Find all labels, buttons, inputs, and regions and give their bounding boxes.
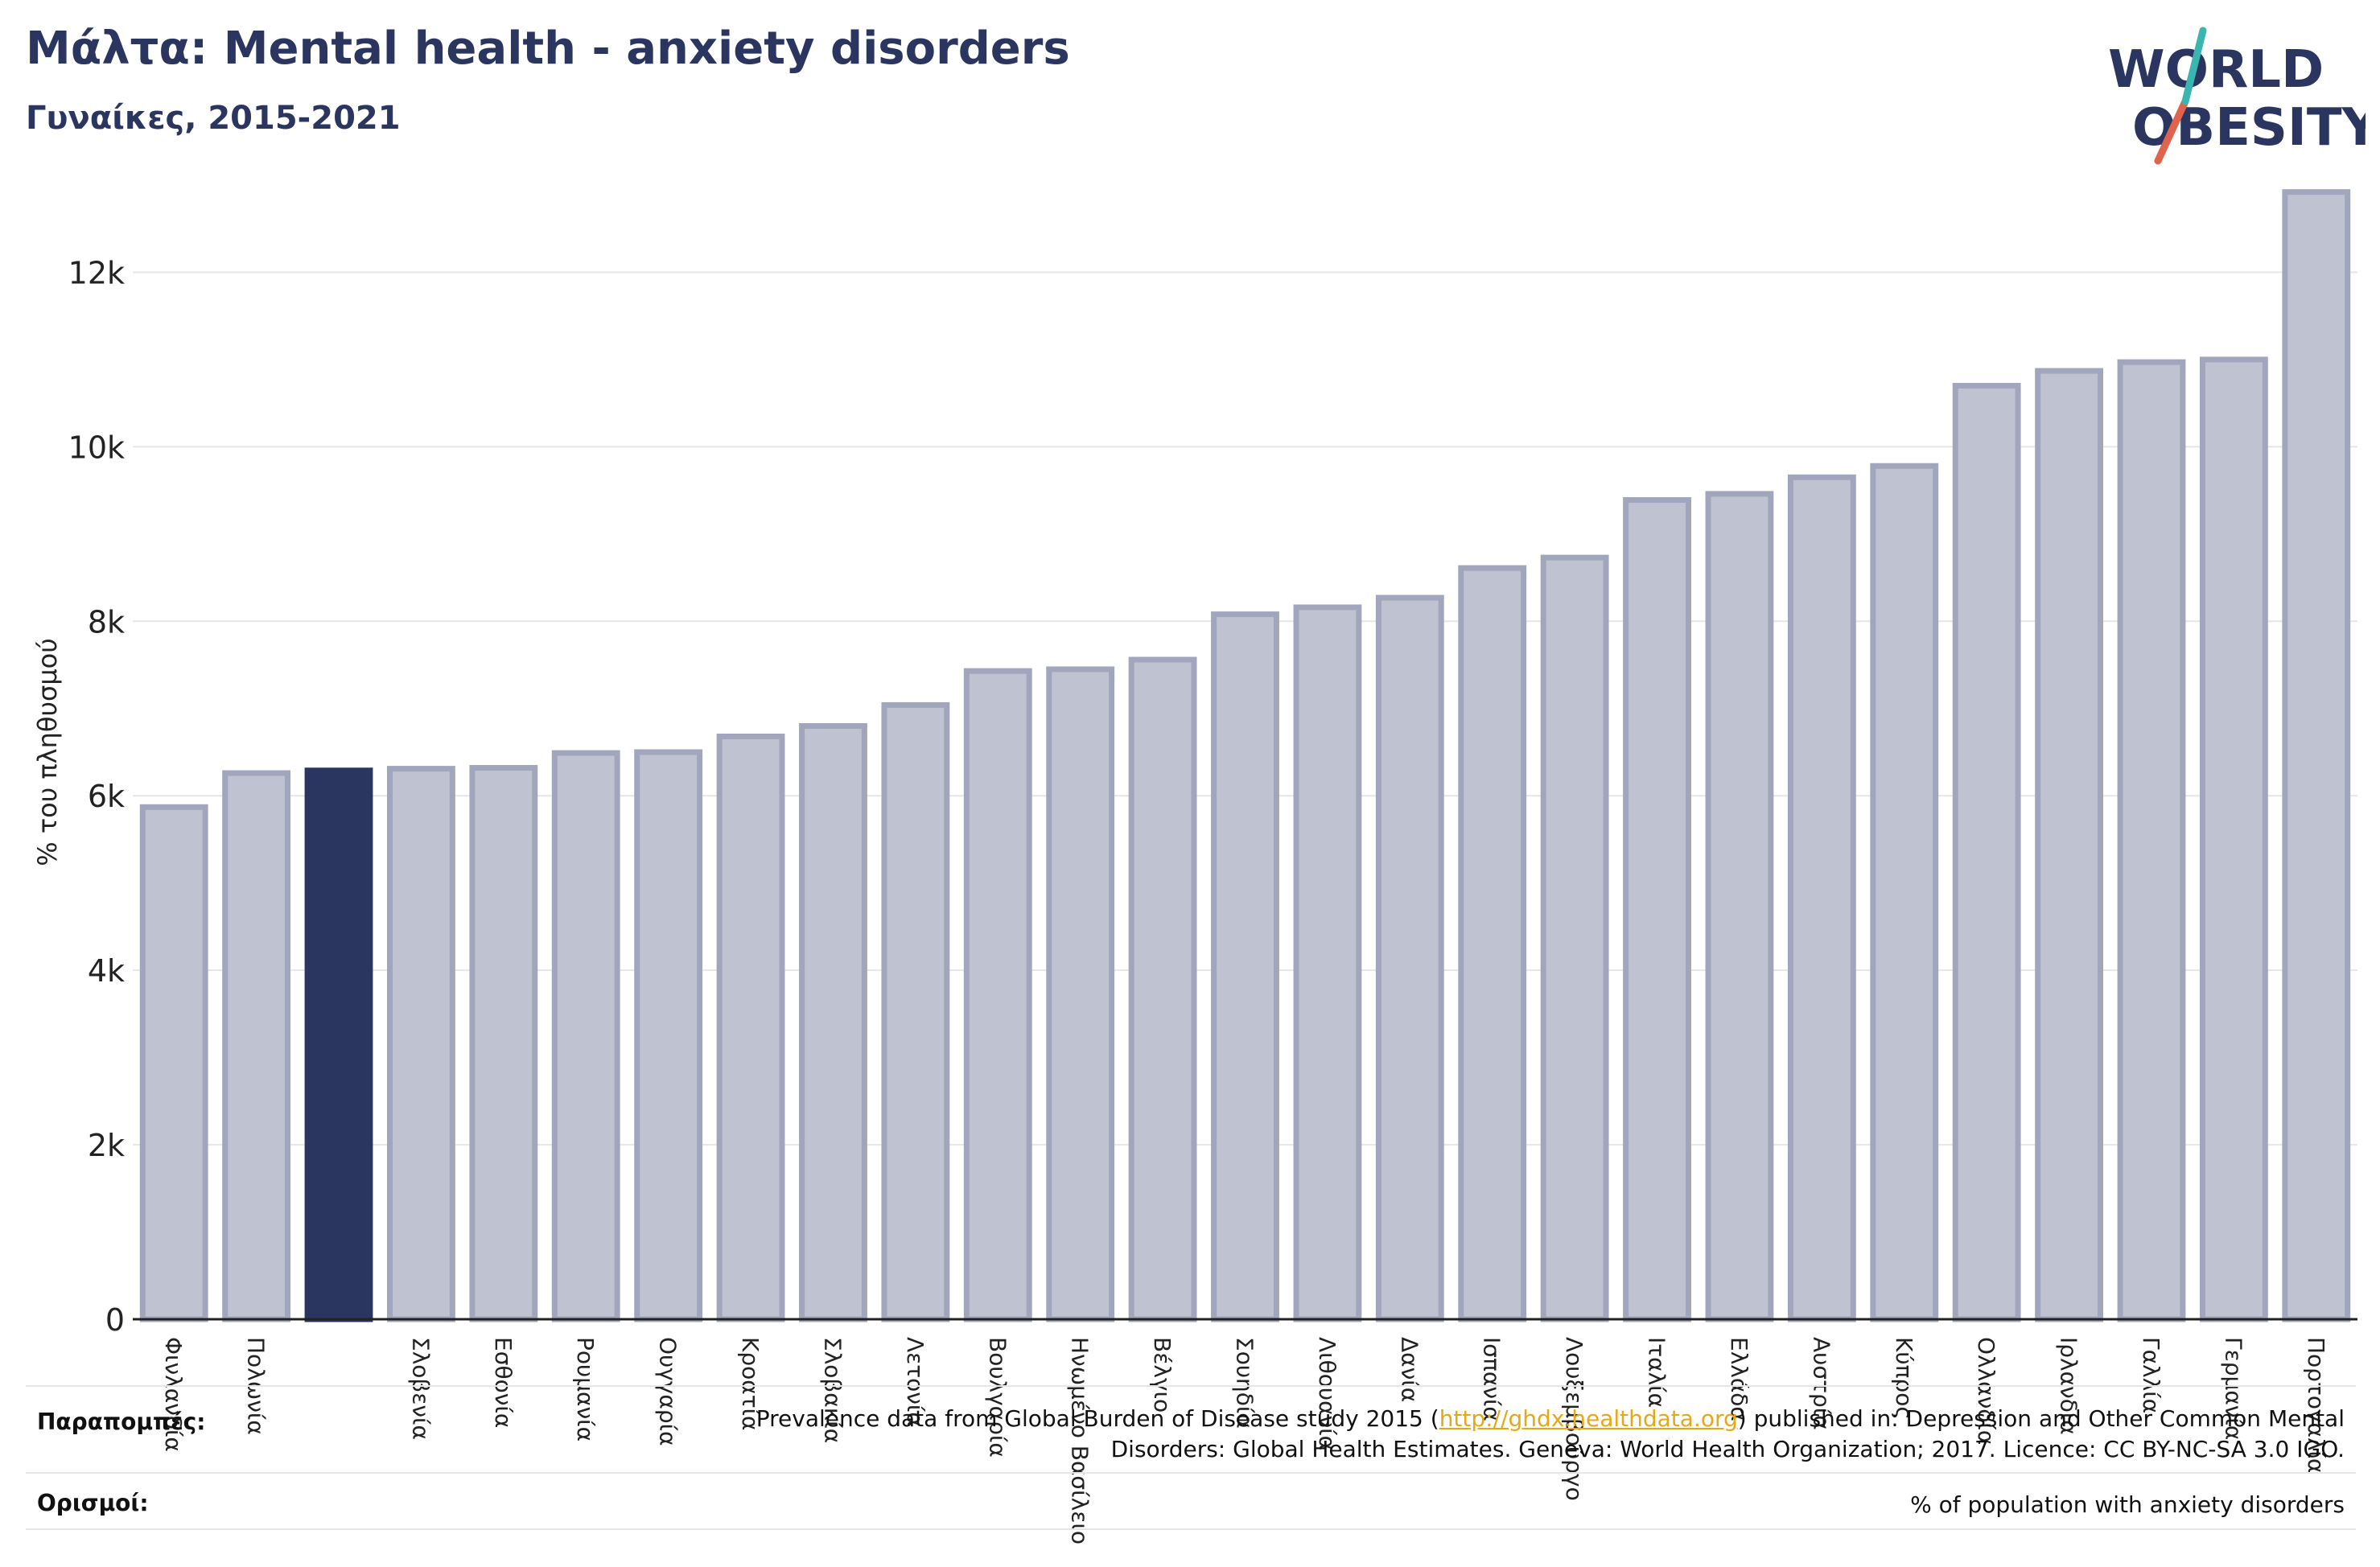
bar xyxy=(469,765,538,1322)
y-tick-label: 4k xyxy=(88,953,125,989)
chart-title: Μάλτα: Mental health - anxiety disorders xyxy=(26,23,1070,75)
references-text-3: Disorders: Global Health Estimates. Gene… xyxy=(1110,1436,2345,1462)
x-tick-label: Γερμανία xyxy=(2220,1337,2246,1440)
x-tick-label: Πορτογαλία xyxy=(2303,1337,2329,1473)
footer-divider-top xyxy=(26,1385,2356,1387)
bar xyxy=(1787,474,1856,1322)
x-tick-label: Ολλανδία xyxy=(1973,1337,1999,1445)
bar xyxy=(1705,491,1774,1322)
x-tick-label: Βουλγαρία xyxy=(984,1337,1011,1458)
bar xyxy=(716,733,785,1322)
x-tick-label: Λετονία xyxy=(902,1337,929,1427)
y-tick-label: 6k xyxy=(88,779,125,814)
bar xyxy=(2035,368,2103,1322)
bar xyxy=(1458,565,1527,1322)
x-tick-label: Κροατία xyxy=(737,1337,764,1431)
x-tick-label: Σλοβενία xyxy=(407,1337,434,1440)
references-row: Παραπομπές: Prevalence data from Global … xyxy=(26,1404,2356,1462)
x-tick-label: Σλοβακία xyxy=(819,1337,846,1443)
x-tick-label: Ισπανία xyxy=(1479,1337,1505,1421)
x-tick-label: Βέλγιο xyxy=(1149,1337,1176,1413)
chart-subtitle: Γυναίκες, 2015-2021 xyxy=(26,100,401,137)
x-tick-label: Αυστρία xyxy=(1808,1337,1834,1430)
y-tick-label: 0 xyxy=(105,1302,125,1338)
bar xyxy=(222,770,291,1322)
y-tick-label: 12k xyxy=(68,255,125,290)
y-tick-label: 2k xyxy=(88,1128,125,1163)
definitions-text: % of population with anxiety disorders xyxy=(1910,1491,2345,1518)
bar xyxy=(634,749,703,1322)
bar xyxy=(881,701,950,1322)
bar xyxy=(387,766,455,1322)
bar xyxy=(1211,611,1279,1322)
bar xyxy=(963,668,1032,1322)
footer-divider-bottom xyxy=(26,1528,2356,1530)
references-link[interactable]: http://ghdx.healthdata.org xyxy=(1439,1405,1738,1432)
bars xyxy=(139,189,2351,1322)
x-tick-label: Φινλανδία xyxy=(160,1337,187,1452)
x-tick-label: Ουγγαρία xyxy=(655,1337,681,1446)
x-tick-label: Λιθουανία xyxy=(1314,1337,1340,1450)
bar xyxy=(1046,666,1115,1322)
bar xyxy=(1870,463,1939,1322)
x-tick-label: Ηνωμένο Βασίλειο xyxy=(1067,1337,1093,1544)
bar xyxy=(1952,382,2021,1322)
y-tick-label: 10k xyxy=(68,430,125,465)
definitions-row: Ορισμοί: % of population with anxiety di… xyxy=(26,1490,2356,1522)
references-label: Παραπομπές: xyxy=(37,1409,206,1435)
x-tick-label: Δανία xyxy=(1396,1337,1423,1402)
bar-highlighted xyxy=(304,767,373,1322)
bar xyxy=(139,804,208,1322)
definitions-label: Ορισμοί: xyxy=(37,1490,149,1516)
x-tick-label: Σουηδία xyxy=(1232,1337,1258,1429)
footer-divider-middle xyxy=(26,1472,2356,1474)
bar xyxy=(1540,554,1609,1322)
bar xyxy=(1375,594,1444,1322)
bar xyxy=(1623,497,1691,1322)
x-tick-label: Εσθονία xyxy=(490,1337,517,1428)
x-tick-label: Γαλλία xyxy=(2138,1337,2164,1413)
y-axis-label: % του πληθυσμού xyxy=(32,638,63,866)
y-tick-label: 8k xyxy=(88,604,125,640)
x-tick-label: Κύπρος xyxy=(1891,1337,1917,1420)
bar xyxy=(2117,359,2186,1322)
references-text-1: Prevalence data from Global Burden of Di… xyxy=(756,1405,1439,1432)
bar xyxy=(799,722,867,1322)
x-tick-label: Ρουμανία xyxy=(572,1337,599,1442)
bar xyxy=(1128,656,1197,1322)
logo-line1: WORLD xyxy=(2108,40,2324,100)
bar xyxy=(551,750,620,1322)
references-text: Prevalence data from Global Burden of Di… xyxy=(756,1404,2345,1465)
bar xyxy=(2199,356,2268,1322)
x-tick-label: Ιταλία xyxy=(1644,1337,1670,1408)
x-tick-label: Ελλάδα xyxy=(1726,1337,1752,1421)
references-text-2: ) published in: Depression and Other Com… xyxy=(1737,1405,2345,1432)
bar xyxy=(2282,189,2351,1322)
world-obesity-logo: WORLD OBESITY xyxy=(2108,27,2366,165)
bar xyxy=(1293,604,1362,1322)
